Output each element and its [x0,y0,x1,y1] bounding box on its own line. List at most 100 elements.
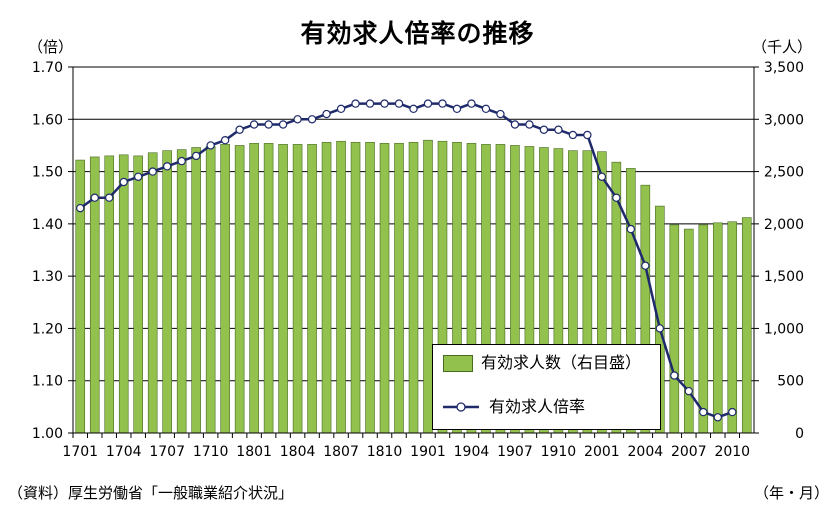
point-1803 [278,120,288,129]
right-tick-label: 3,000 [764,112,804,128]
point-1712 [235,125,244,134]
point-2001 [597,172,607,181]
bar-1805 [307,144,317,434]
bar-1808 [350,141,361,434]
bar-1811 [394,143,404,434]
point-1909 [539,125,549,134]
point-1706 [148,167,157,176]
x-tick-label: 1901 [410,444,446,460]
point-1704 [119,177,128,187]
bar-series [75,139,752,434]
point-2007 [684,386,694,396]
plot-border [72,66,755,434]
point-2005 [655,324,665,333]
bar-2008 [698,224,709,434]
right-axis-unit: （千人） [752,38,813,56]
bar-1712 [234,145,245,434]
point-1705 [133,172,143,181]
line-series [76,99,737,422]
point-1810 [380,99,389,108]
point-1811 [394,99,404,108]
bar-2006 [669,224,680,434]
x-tick-label: 2001 [584,444,620,460]
bar-1812 [408,141,419,434]
legend-line-marker-icon [443,402,479,412]
left-tick-label: 1.70 [32,60,63,76]
bar-2011 [741,217,752,434]
left-tick-label: 1.50 [32,165,63,181]
plot-frame [72,66,755,434]
point-1906 [496,109,505,119]
x-tick-label: 2004 [628,444,664,460]
point-2003 [626,224,636,234]
x-tick-label: 1910 [541,444,577,460]
point-1910 [554,125,563,134]
point-1711 [220,135,230,145]
point-1911 [568,130,578,140]
x-tick-label: 1807 [323,444,359,460]
bar-1706 [147,152,158,434]
point-1901 [423,99,433,108]
left-tick-label: 1.30 [32,269,63,285]
source-note: （資料）厚生労働省「一般職業紹介状況」 [8,484,294,502]
x-tick-label: 1704 [106,444,142,460]
bar-1809 [365,141,375,434]
point-1912 [583,130,592,140]
point-2004 [641,261,650,270]
x-tick-label: 1701 [62,444,98,460]
left-tick-label: 1.20 [32,321,63,337]
point-1707 [162,162,172,171]
point-2008 [699,407,708,417]
bar-1803 [278,144,288,434]
right-tick-label: 1,000 [764,321,804,337]
point-1708 [177,156,186,166]
right-axis-ticks: 0 500 1,000 1,500 2,000 2,500 3,000 3,500 [754,60,804,442]
bar-1705 [133,155,143,434]
bar-1701 [75,159,86,434]
bar-1708 [176,149,187,434]
bar-1804 [292,144,303,434]
x-tick-label: 1810 [367,444,403,460]
right-tick-label: 1,500 [764,269,804,285]
x-tick-label: 1710 [193,444,229,460]
right-tick-label: 2,500 [764,165,804,181]
x-tick-label: 2007 [671,444,707,460]
left-tick-label: 1.10 [32,374,63,390]
point-1908 [525,120,534,129]
point-1904 [467,99,476,108]
point-1808 [351,99,360,108]
bar-1711 [220,144,230,434]
x-tick-label: 1804 [280,444,316,460]
bar-2009 [712,222,723,434]
point-1806 [322,109,331,119]
left-axis-ticks: 1.00 1.10 1.20 1.30 1.40 1.50 1.60 1.70 [32,60,73,442]
right-tick-label: 3,500 [764,60,804,76]
point-1701 [76,203,85,213]
point-2002 [612,193,621,202]
bar-1806 [321,141,332,434]
point-2009 [713,413,722,422]
left-tick-label: 1.40 [32,217,63,233]
legend-bar-swatch [443,355,473,372]
point-2006 [670,371,679,380]
left-axis-unit: （倍） [28,38,74,56]
x-tick-label: 1904 [454,444,490,460]
point-1809 [365,99,375,108]
bar-1802 [263,143,274,434]
point-1807 [336,104,346,114]
legend-bars-label: 有効求人数（右目盛） [481,353,642,372]
bar-1707 [162,150,172,434]
point-1709 [191,151,201,161]
bar-1704 [118,154,129,434]
right-tick-label: 2,000 [764,217,804,233]
x-tick-label: 1707 [149,444,185,460]
legend-line-label: 有効求人倍率 [489,397,586,416]
left-tick-label: 1.60 [32,112,63,128]
x-axis-ticks: 1701 1704 1707 1710 1801 1804 1807 1810 1901 1904… [62,433,750,460]
right-tick-label: 0 [795,426,804,442]
point-1812 [409,104,418,114]
x-tick-label: 1801 [236,444,272,460]
x-tick-label: 2010 [714,444,750,460]
point-1805 [307,115,317,124]
